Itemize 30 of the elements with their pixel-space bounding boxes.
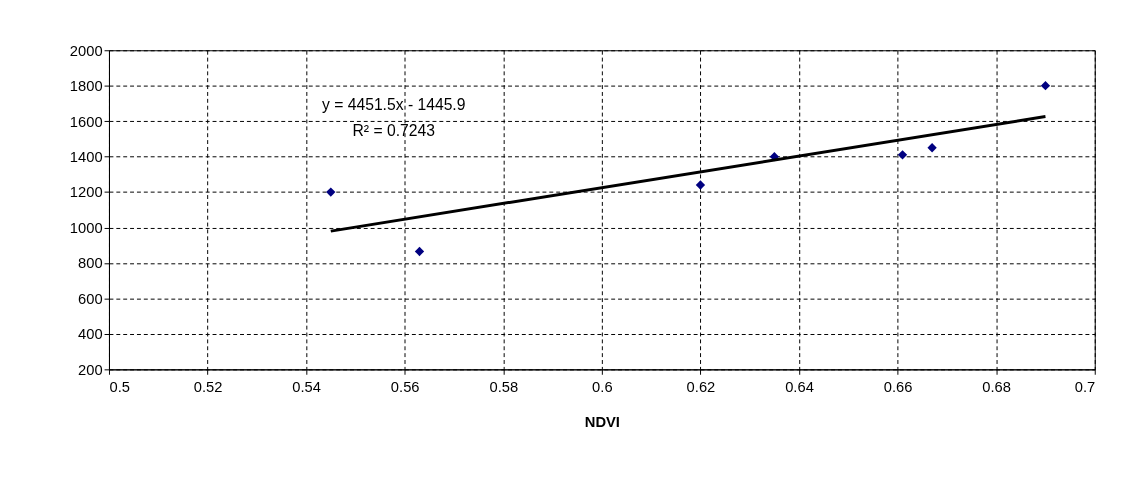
x-tick-label: 0.5 xyxy=(109,379,130,396)
annotation: R² = 0.7243 xyxy=(352,121,436,139)
x-axis-title: NDVI xyxy=(584,413,620,430)
y-tick-label: 1600 xyxy=(69,113,103,130)
y-tick-label: 2000 xyxy=(69,42,103,59)
y-tick-label: 800 xyxy=(78,255,103,272)
y-tick-label: 400 xyxy=(78,326,103,343)
x-tick-label: 0.62 xyxy=(686,379,716,396)
x-tick-label: 0.56 xyxy=(390,379,420,396)
point xyxy=(414,246,425,257)
point xyxy=(1040,81,1051,91)
x-tick-label: 0.66 xyxy=(883,379,913,396)
y-tick-label: 200 xyxy=(78,361,103,378)
point xyxy=(927,143,937,153)
x-tick-label: 0.54 xyxy=(292,379,321,396)
x-tick-label: 0.52 xyxy=(193,379,223,396)
x-tick-label: 0.7 xyxy=(1074,379,1096,396)
y-tick-label: 600 xyxy=(78,290,103,307)
y-tick-label: 1000 xyxy=(69,219,103,236)
annotation: y = 4451.5x - 1445.9 xyxy=(321,96,466,114)
y-tick-label: 1200 xyxy=(69,184,103,201)
x-tick-label: 0.6 xyxy=(592,379,613,396)
x-tick-label: 0.64 xyxy=(785,379,814,396)
x-tick-label: 0.68 xyxy=(982,379,1011,396)
point xyxy=(897,150,908,160)
x-tick-label: 0.58 xyxy=(489,379,519,396)
y-tick-label: 1800 xyxy=(69,78,103,95)
point xyxy=(326,187,336,197)
y-tick-label: 1400 xyxy=(69,149,103,166)
point xyxy=(695,180,706,190)
